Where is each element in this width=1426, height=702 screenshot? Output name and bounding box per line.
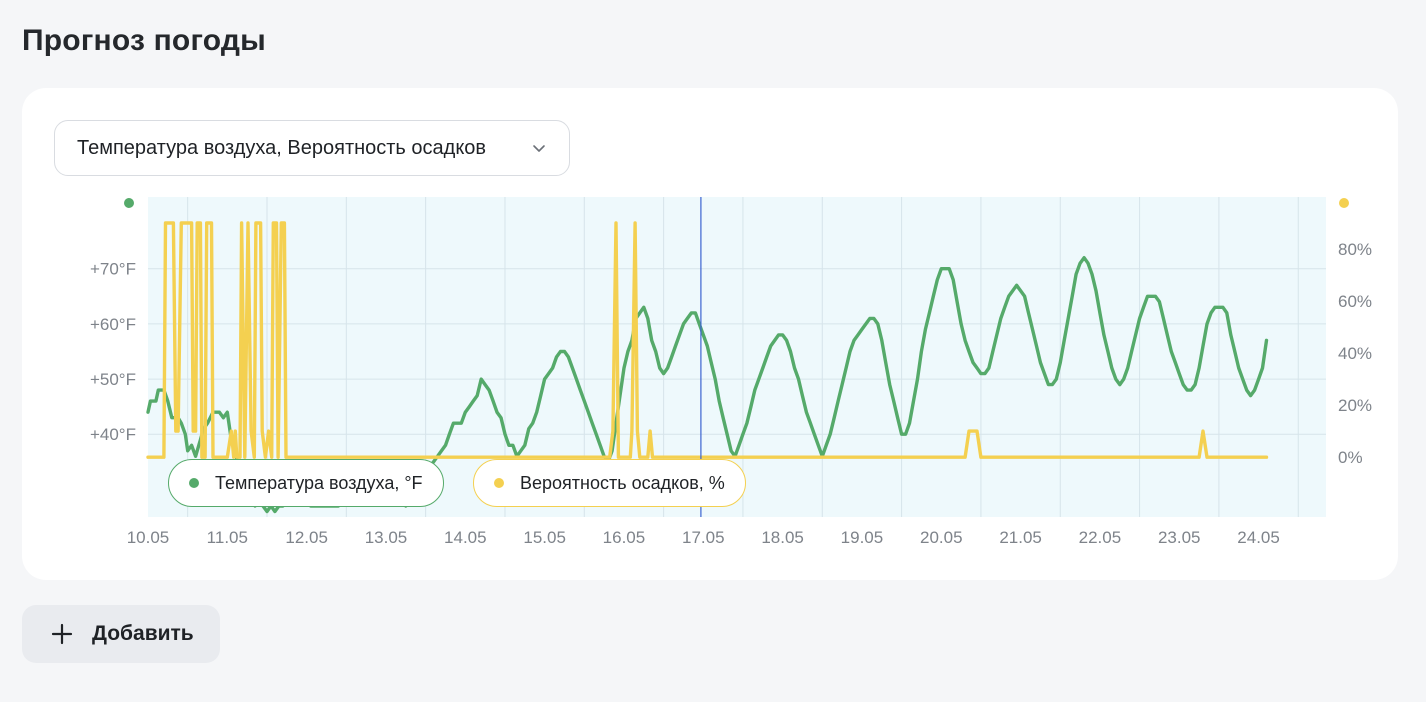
- legend-label-precipitation: Вероятность осадков, %: [520, 472, 725, 493]
- chevron-down-icon: [533, 145, 545, 152]
- x-tick-label: 13.05: [365, 528, 408, 547]
- x-tick-label: 14.05: [444, 528, 487, 547]
- legend-dot-precipitation: [494, 478, 504, 488]
- precipitation-line: [146, 221, 1269, 459]
- y-left-tick-label: +40°F: [90, 425, 136, 444]
- legend-item-precipitation[interactable]: Вероятность осадков, %: [473, 459, 746, 507]
- y-right-tick-label: 0%: [1338, 448, 1363, 467]
- legend-label-temperature: Температура воздуха, °F: [215, 472, 423, 493]
- y-right-tick-label: 20%: [1338, 396, 1372, 415]
- weather-forecast-card: +40°F +50°F +60°F +70°F 0% 20% 40% 60% 80% 10.05 1…: [22, 88, 1398, 580]
- x-tick-label: 18.05: [761, 528, 804, 547]
- y-right-tick-label: 40%: [1338, 344, 1372, 363]
- x-tick-label: 16.05: [603, 528, 646, 547]
- x-tick-label: 19.05: [841, 528, 884, 547]
- add-button[interactable]: Добавить: [22, 605, 220, 663]
- x-tick-label: 11.05: [207, 528, 248, 547]
- x-tick-label: 17.05: [682, 528, 725, 547]
- x-tick-label: 21.05: [999, 528, 1042, 547]
- add-button-label: Добавить: [92, 622, 194, 645]
- x-tick-label: 22.05: [1079, 528, 1122, 547]
- series-selector-dropdown[interactable]: Температура воздуха, Вероятность осадков: [54, 120, 570, 176]
- temperature-axis-dot: [124, 198, 134, 208]
- precipitation-axis-dot: [1339, 198, 1349, 208]
- x-tick-label: 23.05: [1158, 528, 1201, 547]
- legend-dot-temperature: [189, 478, 199, 488]
- y-left-tick-label: +50°F: [90, 370, 136, 389]
- x-tick-label: 10.05: [127, 528, 170, 547]
- y-left-tick-label: +60°F: [90, 315, 136, 334]
- x-tick-label: 24.05: [1237, 528, 1280, 547]
- y-right-tick-label: 60%: [1338, 292, 1372, 311]
- x-tick-label: 20.05: [920, 528, 963, 547]
- legend-item-temperature[interactable]: Температура воздуха, °F: [168, 459, 444, 507]
- series-selector-label: Температура воздуха, Вероятность осадков: [77, 136, 487, 159]
- plus-icon: [51, 623, 73, 645]
- x-tick-label: 15.05: [523, 528, 566, 547]
- page-title: Прогноз погоды: [22, 24, 266, 57]
- y-left-tick-label: +70°F: [90, 260, 136, 279]
- y-right-tick-label: 80%: [1338, 240, 1372, 259]
- x-tick-label: 12.05: [285, 528, 328, 547]
